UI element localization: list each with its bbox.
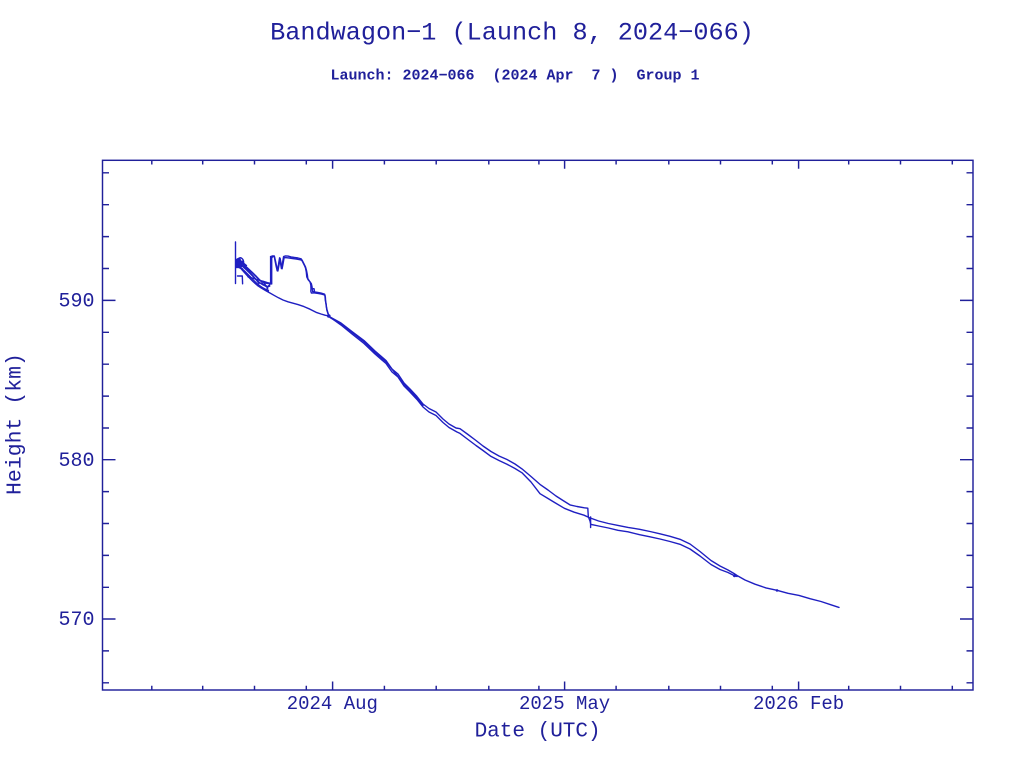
svg-text:580: 580 bbox=[58, 450, 94, 473]
svg-text:Height (km): Height (km) bbox=[4, 353, 28, 495]
svg-text:Date (UTC): Date (UTC) bbox=[475, 720, 601, 743]
svg-text:2026 Feb: 2026 Feb bbox=[753, 693, 844, 715]
svg-text:Launch: 2024−066 (2024 Apr 7: Launch: 2024−066 (2024 Apr 7 ) Group 1 bbox=[330, 68, 699, 85]
svg-text:590: 590 bbox=[58, 291, 94, 314]
svg-text:2025 May: 2025 May bbox=[519, 693, 610, 715]
svg-text:570: 570 bbox=[58, 609, 94, 632]
svg-text:2024 Aug: 2024 Aug bbox=[287, 693, 378, 715]
svg-text:Bandwagon−1 (Launch 8, 2024−06: Bandwagon−1 (Launch 8, 2024−066) bbox=[270, 18, 754, 47]
